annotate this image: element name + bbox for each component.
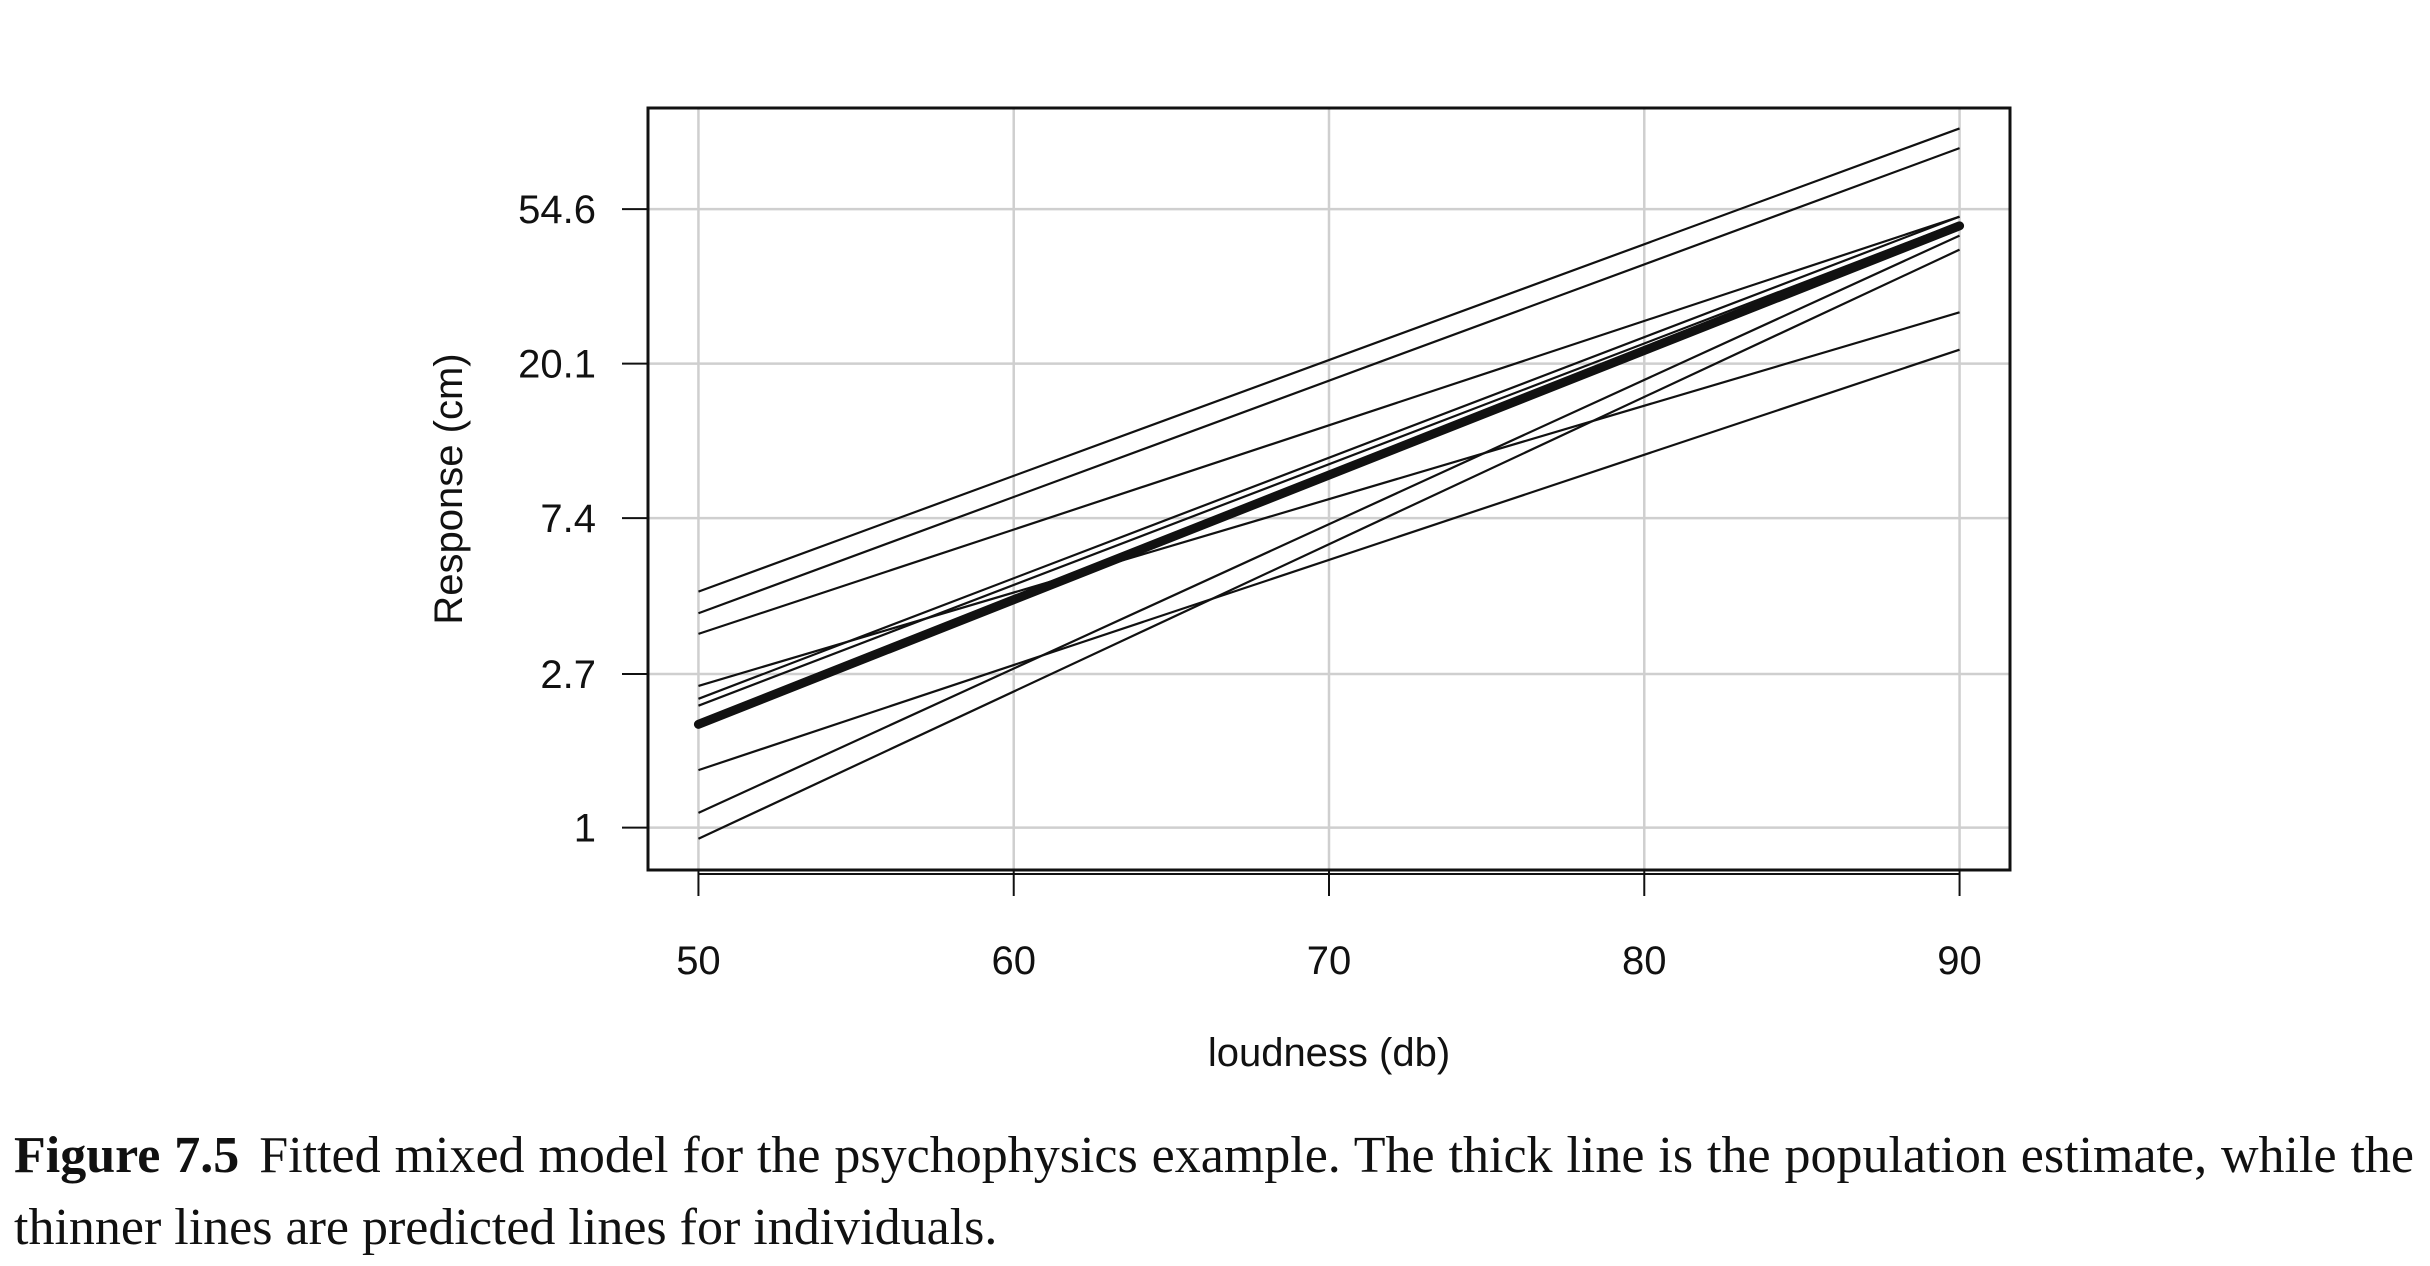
- x-tick-label: 90: [1937, 939, 1982, 983]
- caption-text: Fitted mixed model for the psychophysics…: [14, 1127, 2414, 1256]
- y-tick-label: 54.6: [518, 188, 596, 232]
- caption-label: Figure 7.5: [14, 1127, 240, 1184]
- x-tick-label: 70: [1307, 939, 1352, 983]
- individual-line: [698, 127, 1960, 593]
- x-axis-label: loudness (db): [1208, 1031, 1450, 1075]
- x-tick-label: 60: [991, 939, 1036, 983]
- series-lines: [693, 127, 1965, 840]
- y-tick-label: 20.1: [518, 343, 596, 387]
- individual-line: [698, 215, 1960, 635]
- y-axis: 1 2.7 7.4 20.1 54.6: [518, 188, 649, 851]
- population-line: [693, 221, 1965, 729]
- individual-line: [698, 221, 1960, 707]
- line-chart: 50 60 70 80 90 1 2.7 7.4 20.1 54.6 loudness (db)…: [427, 106, 2012, 1075]
- individual-line: [697, 234, 1961, 814]
- individual-line: [697, 248, 1961, 840]
- x-axis: 50 60 70 80 90: [676, 870, 1982, 983]
- individual-line: [698, 348, 1960, 772]
- y-tick-label: 1: [574, 807, 596, 851]
- individual-line: [698, 147, 1960, 615]
- y-axis-label: Response (cm): [427, 353, 471, 624]
- y-tick-label: 7.4: [540, 497, 596, 541]
- grid: [648, 108, 2010, 870]
- individual-line: [698, 311, 1960, 687]
- x-tick-label: 80: [1622, 939, 1667, 983]
- x-tick-label: 50: [676, 939, 721, 983]
- y-tick-label: 2.7: [540, 653, 596, 697]
- individual-line: [698, 215, 1960, 700]
- figure-caption: Figure 7.5 Fitted mixed model for the psy…: [14, 1120, 2414, 1264]
